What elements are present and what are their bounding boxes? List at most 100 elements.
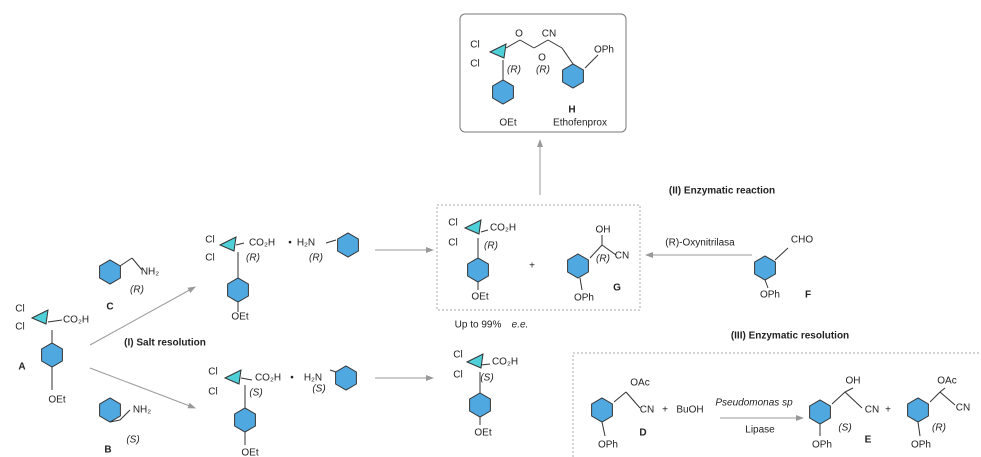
label: (S)	[249, 388, 262, 399]
label: CO₂H	[490, 223, 516, 234]
label: +	[662, 405, 668, 416]
arrow	[90, 287, 195, 345]
label: (R)	[507, 65, 521, 76]
bond	[940, 388, 945, 392]
benzene-ring	[470, 393, 491, 417]
label: O	[538, 53, 546, 64]
bond	[326, 240, 336, 243]
label: (S)	[312, 384, 325, 395]
label: Cl	[15, 304, 24, 315]
label: CN	[640, 405, 654, 416]
label: B	[104, 445, 111, 456]
label: (S)	[480, 373, 493, 384]
label: +	[885, 405, 891, 416]
label: Up to 99%	[455, 320, 502, 331]
bond	[120, 410, 130, 420]
cyclopropane	[465, 220, 481, 234]
benzene-ring	[592, 398, 613, 422]
label: Lipase	[745, 425, 775, 436]
label: CO₂H	[249, 238, 275, 249]
benzene-ring	[100, 260, 121, 284]
label: (R)	[246, 253, 260, 264]
bond	[562, 48, 573, 64]
label: (I) Salt resolution	[124, 338, 206, 349]
label: +	[529, 261, 535, 272]
bond	[626, 392, 640, 408]
label: BuOH	[676, 405, 703, 416]
label: OEt	[241, 448, 258, 457]
label: Cl	[208, 387, 217, 398]
benzene-ring	[468, 258, 489, 282]
label: Cl	[205, 235, 214, 246]
label: Pseudomonas sp	[715, 398, 793, 409]
benzene-ring	[338, 233, 359, 257]
label: Cl	[453, 350, 462, 361]
label: OEt	[48, 395, 65, 406]
benzene-ring	[810, 400, 831, 424]
label: Cl	[470, 40, 479, 51]
scheme: Cl Cl O CN O OPh OEt (R) (R) H Ethofenprox Cl Cl CO₂H…	[0, 0, 981, 457]
label: CN	[542, 29, 556, 40]
cyclopropane	[220, 237, 236, 251]
label: (R)	[596, 254, 610, 265]
bond	[120, 258, 132, 266]
bond	[506, 40, 520, 48]
cyclopropane	[32, 310, 48, 324]
label: (S)	[126, 435, 139, 446]
label: D	[639, 428, 646, 439]
label: OPh	[812, 440, 832, 451]
bond	[534, 40, 548, 48]
benzene-ring	[100, 398, 121, 422]
label: OAc	[630, 378, 649, 389]
label: OPh	[760, 290, 780, 301]
bond	[580, 278, 582, 290]
label: Cl	[208, 367, 217, 378]
benzene-ring	[908, 398, 929, 422]
label: OPh	[594, 45, 614, 56]
label: CN	[865, 405, 879, 416]
bond	[481, 230, 488, 232]
label: H₂N	[304, 373, 322, 384]
label: •	[288, 238, 292, 249]
bond	[602, 422, 605, 436]
label: Cl	[448, 238, 457, 249]
label: (II) Enzymatic reaction	[669, 186, 775, 197]
label: Cl	[15, 322, 24, 333]
label: CN	[615, 251, 629, 262]
bond	[845, 388, 853, 392]
bond	[548, 40, 562, 48]
label: OEt	[471, 292, 488, 303]
bond	[520, 40, 534, 48]
bond	[832, 392, 845, 404]
label: (R)	[130, 285, 144, 296]
label: E	[865, 435, 872, 446]
bond	[775, 248, 788, 260]
benzene-ring	[42, 343, 63, 367]
label: CO₂H	[63, 315, 89, 326]
bond	[930, 392, 940, 402]
benzene-ring	[568, 254, 589, 278]
label: Cl	[205, 253, 214, 264]
label: CO₂H	[492, 357, 518, 368]
label: OAc	[937, 376, 956, 387]
label: (R)-Oxynitrilasa	[665, 238, 735, 249]
bond	[481, 364, 490, 365]
label: OH	[846, 376, 861, 387]
label: e.e.	[512, 320, 529, 331]
label: O	[515, 29, 523, 40]
label: F	[805, 290, 811, 301]
label: Cl	[448, 218, 457, 229]
label: (R)	[484, 241, 498, 252]
label: (III) Enzymatic resolution	[731, 331, 849, 342]
bond	[48, 320, 62, 322]
benzene-ring	[228, 278, 249, 302]
bond	[241, 378, 252, 380]
label: OEt	[474, 428, 491, 439]
cyclopropane	[490, 44, 506, 58]
label: A	[18, 362, 25, 373]
label: H	[568, 105, 575, 116]
benzene-ring	[755, 256, 776, 280]
label: Ethofenprox	[553, 118, 607, 129]
label: (R)	[309, 253, 323, 264]
label: C	[106, 302, 113, 313]
